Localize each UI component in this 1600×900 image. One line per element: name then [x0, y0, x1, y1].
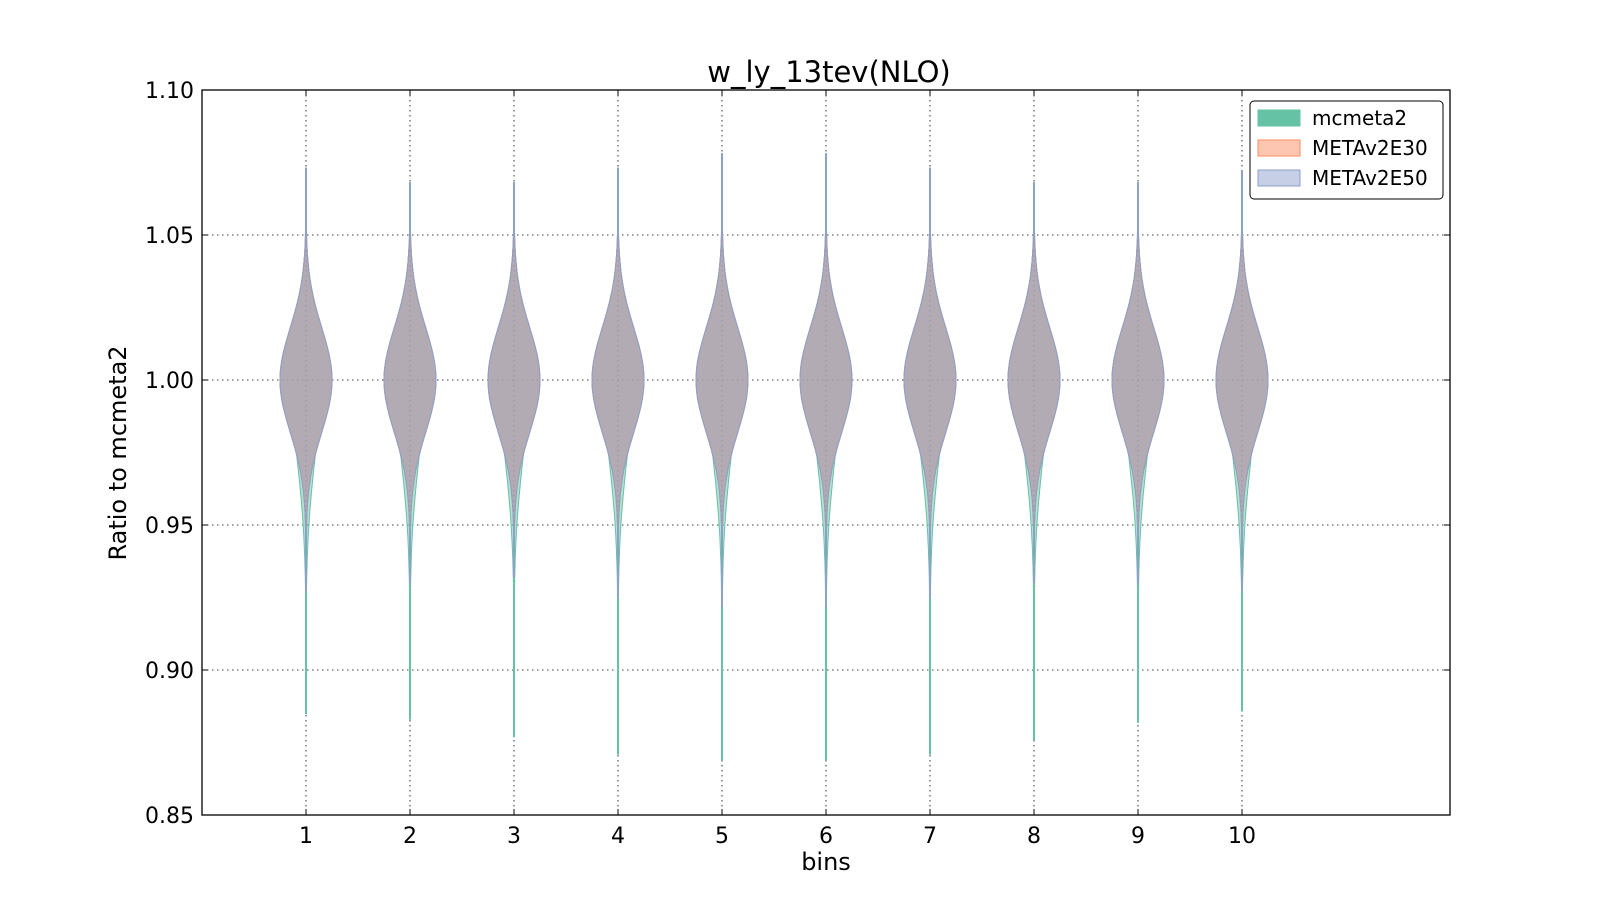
violin-METAv2E50-bin-2 [383, 182, 437, 584]
legend-swatch-METAv2E50 [1257, 169, 1301, 187]
x-tick-label: 1 [299, 824, 313, 849]
x-axis-label: bins [801, 848, 851, 876]
x-tick-label: 5 [715, 824, 729, 849]
violin-METAv2E50-bin-1 [279, 167, 333, 593]
violin-METAv2E50-bin-9 [1111, 182, 1165, 584]
x-tick-label: 4 [611, 824, 625, 849]
violin-METAv2E50-bin-8 [1007, 182, 1061, 584]
x-tick-label: 10 [1228, 824, 1256, 849]
legend-swatch-METAv2E30 [1257, 139, 1301, 157]
x-tick-label: 7 [923, 824, 937, 849]
violin-METAv2E50-bin-5 [695, 153, 749, 607]
violin-bodies [279, 153, 1269, 761]
violin-METAv2E50-bin-7 [903, 167, 957, 598]
x-tick-label: 2 [403, 824, 417, 849]
y-tick-label: 1.10 [145, 79, 194, 104]
violin-METAv2E50-bin-6 [799, 153, 853, 607]
y-tick-label: 0.85 [145, 804, 194, 829]
x-tick-label: 8 [1027, 824, 1041, 849]
y-tick-label: 0.90 [145, 659, 194, 684]
y-tick-label: 1.05 [145, 224, 194, 249]
x-tick-label: 6 [819, 824, 833, 849]
y-axis-label: Ratio to mcmeta2 [104, 345, 132, 560]
legend-label-METAv2E50: METAv2E50 [1312, 166, 1428, 190]
axis-ticks: 1 2 3 4 5 6 7 8 9 10 0.85 0.90 0.95 1.00 1.05 1.10 [145, 79, 1450, 849]
violin-METAv2E50-bin-10 [1215, 170, 1269, 593]
legend-label-mcmeta2: mcmeta2 [1312, 106, 1407, 130]
legend-label-METAv2E30: METAv2E30 [1312, 136, 1428, 160]
x-tick-label: 9 [1131, 824, 1145, 849]
legend: mcmeta2 METAv2E30 METAv2E50 [1249, 100, 1444, 200]
violin-METAv2E50-bin-3 [487, 182, 541, 578]
x-tick-label: 3 [507, 824, 521, 849]
chart-title: w_ly_13tev(NLO) [707, 55, 950, 89]
y-tick-label: 1.00 [145, 369, 194, 394]
y-tick-label: 0.95 [145, 514, 194, 539]
legend-swatch-mcmeta2 [1257, 109, 1301, 127]
violin-METAv2E50-bin-4 [591, 167, 645, 598]
